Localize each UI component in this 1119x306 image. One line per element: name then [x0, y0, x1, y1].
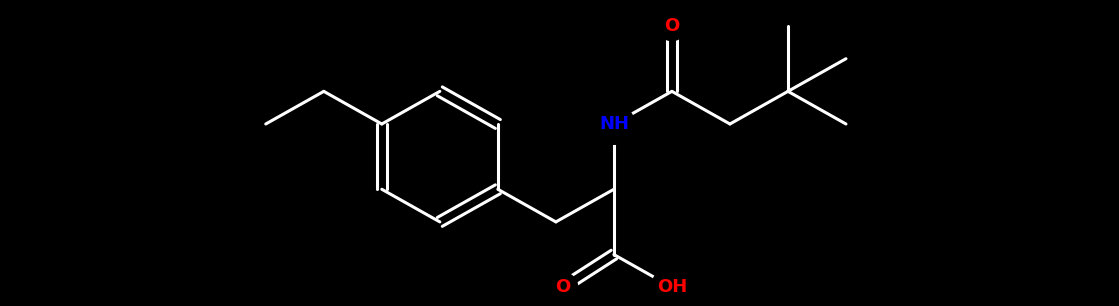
Circle shape [593, 104, 634, 144]
Circle shape [657, 12, 686, 41]
Text: O: O [665, 17, 679, 35]
Text: OH: OH [657, 278, 687, 296]
Text: O: O [555, 278, 571, 296]
Text: NH: NH [599, 115, 629, 133]
Circle shape [651, 267, 693, 306]
Circle shape [548, 273, 577, 302]
